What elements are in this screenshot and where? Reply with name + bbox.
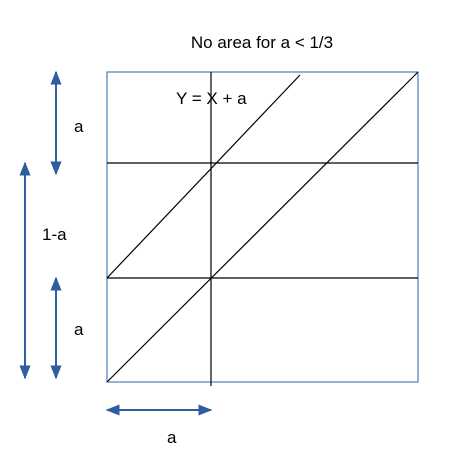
label-top-a: a xyxy=(74,117,84,136)
label-one-minus-a: 1-a xyxy=(42,225,67,244)
label-bottom-a: a xyxy=(74,320,84,339)
diagram-title: No area for a < 1/3 xyxy=(191,33,333,52)
diagonal-line-y-equals-x xyxy=(107,72,418,382)
label-horizontal-a: a xyxy=(167,428,177,447)
equation-label: Y = X + a xyxy=(176,89,247,108)
